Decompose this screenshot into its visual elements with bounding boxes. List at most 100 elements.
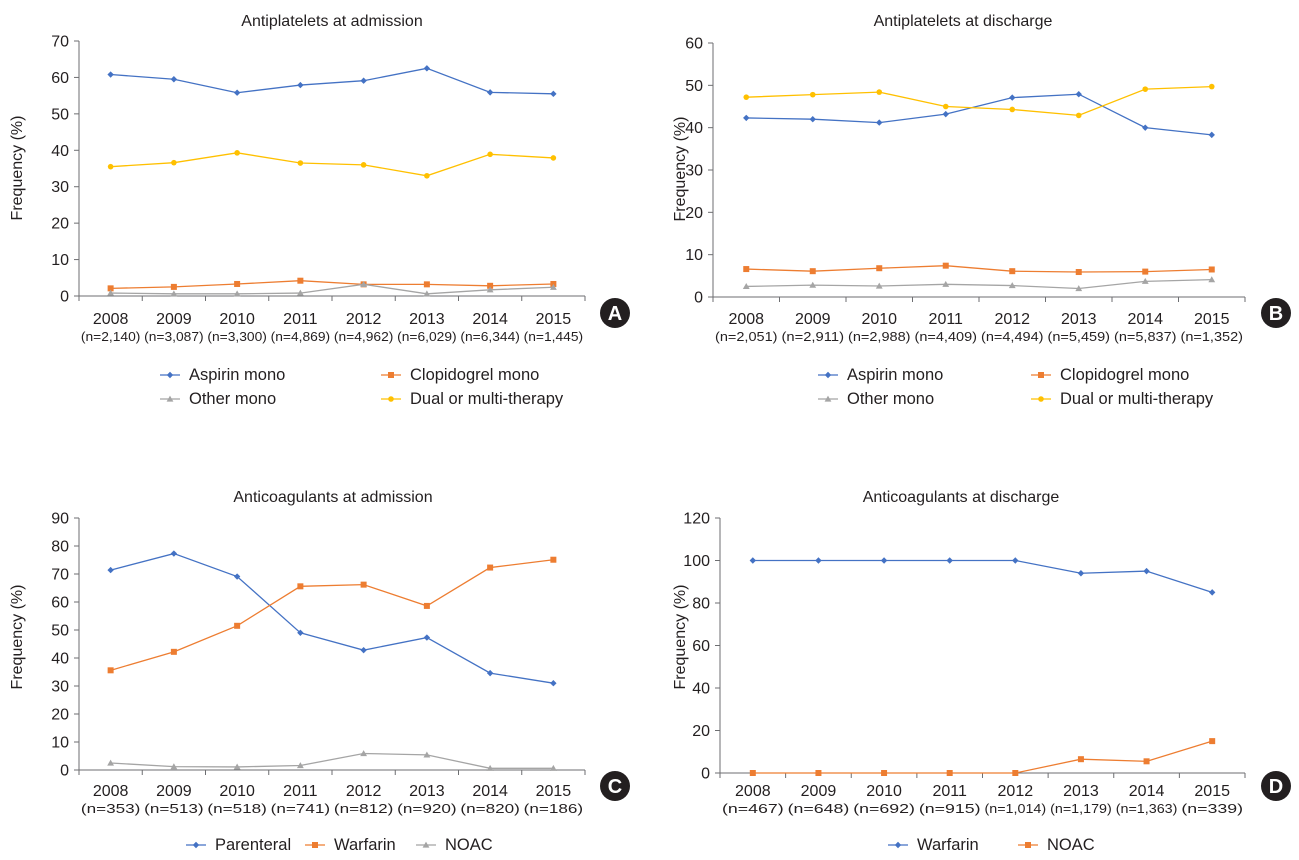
x-tick-label: 2008 bbox=[728, 311, 764, 328]
legend-marker bbox=[312, 842, 318, 848]
y-tick-label: 20 bbox=[51, 216, 69, 233]
data-point bbox=[550, 155, 557, 161]
y-tick-label: 80 bbox=[51, 539, 69, 556]
data-point bbox=[1208, 131, 1215, 139]
x-sample-size-label: (n=648) bbox=[788, 802, 850, 816]
x-tick-label: 2014 bbox=[1127, 311, 1163, 328]
y-tick-label: 10 bbox=[51, 252, 69, 269]
y-tick-label: 10 bbox=[685, 247, 703, 264]
chart-panel-a: Antiplatelets at admission Frequency (%) 0… bbox=[9, 13, 630, 408]
legend-marker bbox=[894, 841, 902, 849]
data-point bbox=[170, 76, 178, 83]
y-axis-label: Frequency (%) bbox=[9, 116, 26, 221]
data-point bbox=[423, 290, 431, 297]
legend-marker bbox=[1025, 842, 1031, 848]
data-point bbox=[296, 762, 304, 769]
data-point bbox=[875, 282, 883, 289]
x-sample-size-label: (n=518) bbox=[207, 802, 266, 816]
x-tick-label: 2012 bbox=[346, 311, 382, 328]
data-point bbox=[1077, 756, 1084, 763]
x-sample-size-label: (n=915) bbox=[919, 802, 981, 816]
data-point bbox=[1142, 86, 1149, 92]
x-sample-size-label: (n=1,352) bbox=[1180, 330, 1243, 344]
series-line bbox=[110, 152, 554, 177]
data-point bbox=[233, 573, 241, 580]
legend-item: NOAC bbox=[1018, 836, 1095, 854]
y-tick-label: 40 bbox=[685, 120, 703, 137]
x-tick-label: 2013 bbox=[409, 311, 445, 328]
x-sample-size-label: (n=3,087) bbox=[144, 330, 203, 344]
y-tick-label: 50 bbox=[51, 623, 69, 640]
x-tick-label: 2012 bbox=[346, 783, 382, 800]
x-tick-label: 2011 bbox=[932, 783, 967, 800]
data-point bbox=[233, 290, 241, 297]
legend-marker bbox=[824, 371, 832, 379]
chart-title: Anticoagulants at admission bbox=[233, 489, 432, 506]
data-point bbox=[876, 89, 883, 95]
x-tick-label: 2010 bbox=[219, 311, 255, 328]
legend-label: NOAC bbox=[445, 836, 493, 854]
legend-marker bbox=[388, 396, 394, 402]
x-tick-label: 2012 bbox=[998, 783, 1034, 800]
data-point bbox=[743, 94, 750, 100]
series-line bbox=[110, 283, 554, 295]
data-point bbox=[360, 280, 368, 287]
data-point bbox=[1012, 557, 1019, 564]
data-point bbox=[1009, 106, 1016, 113]
data-point bbox=[1075, 112, 1082, 119]
x-sample-size-label: (n=1,014) bbox=[984, 802, 1046, 816]
legend-label: Clopidogrel mono bbox=[1060, 366, 1189, 384]
panel-badge: C bbox=[600, 771, 630, 801]
x-tick-label: 2014 bbox=[472, 783, 508, 800]
x-sample-size-label: (n=2,988) bbox=[848, 330, 911, 344]
data-point bbox=[297, 81, 304, 89]
data-point bbox=[1008, 282, 1016, 289]
y-tick-label: 20 bbox=[685, 205, 703, 222]
legend-marker bbox=[192, 841, 200, 849]
data-point bbox=[880, 557, 888, 564]
x-sample-size-label: (n=1,445) bbox=[524, 330, 583, 344]
x-sample-size-label: (n=741) bbox=[271, 802, 330, 816]
y-tick-label: 0 bbox=[60, 763, 69, 780]
data-point bbox=[749, 557, 757, 564]
legend-item: Clopidogrel mono bbox=[1031, 366, 1189, 384]
series-noac bbox=[749, 738, 1216, 776]
legend: Aspirin mono Clopidogrel mono Other mono Du… bbox=[160, 366, 564, 408]
x-tick-label: 2015 bbox=[1194, 311, 1230, 328]
x-sample-size-label: (n=3,300) bbox=[207, 330, 266, 344]
y-axis-label: Frequency (%) bbox=[9, 585, 26, 690]
data-point bbox=[170, 550, 178, 557]
series-line bbox=[110, 752, 554, 769]
legend-label: Parenteral bbox=[215, 836, 291, 854]
x-sample-size-label: (n=2,051) bbox=[715, 330, 778, 344]
data-point bbox=[107, 285, 114, 292]
data-point bbox=[107, 289, 115, 296]
data-point bbox=[360, 581, 367, 588]
panel-letter: C bbox=[608, 776, 622, 798]
y-tick-label: 30 bbox=[51, 179, 69, 196]
data-point bbox=[234, 622, 241, 629]
panel-letter: A bbox=[608, 303, 622, 325]
series-noac bbox=[107, 750, 557, 771]
y-tick-label: 60 bbox=[51, 70, 69, 87]
data-point bbox=[171, 159, 177, 166]
data-point bbox=[1208, 266, 1215, 273]
x-tick-label: 2009 bbox=[156, 311, 192, 328]
legend-marker bbox=[166, 371, 174, 379]
series-other-mono bbox=[742, 276, 1216, 292]
series-other-mono bbox=[107, 280, 557, 297]
data-point bbox=[107, 566, 114, 574]
x-sample-size-label: (n=467) bbox=[722, 802, 784, 816]
data-point bbox=[170, 290, 178, 297]
y-tick-label: 50 bbox=[51, 106, 69, 123]
y-tick-label: 0 bbox=[701, 766, 710, 783]
legend-marker bbox=[1038, 396, 1044, 402]
x-sample-size-label: (n=4,869) bbox=[271, 330, 330, 344]
x-sample-size-label: (n=339) bbox=[1181, 802, 1243, 816]
data-point bbox=[360, 162, 367, 168]
y-tick-label: 70 bbox=[51, 567, 69, 584]
data-point bbox=[423, 634, 431, 641]
legend-label: Other mono bbox=[189, 390, 276, 408]
x-tick-label: 2011 bbox=[929, 311, 964, 328]
series-line bbox=[752, 559, 1213, 593]
